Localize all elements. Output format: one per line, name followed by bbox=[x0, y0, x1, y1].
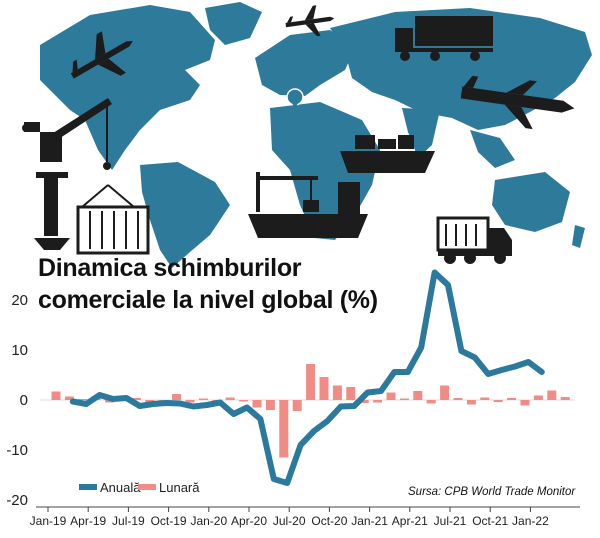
x-tick-label: Apr-19 bbox=[70, 514, 106, 528]
airplane-icon bbox=[285, 5, 335, 37]
x-tick-label: Jan-19 bbox=[30, 514, 67, 528]
monthly-bar bbox=[399, 398, 409, 400]
new-zealand-shape bbox=[572, 225, 585, 248]
map-pin-icon bbox=[286, 88, 304, 109]
monthly-bar bbox=[185, 400, 195, 403]
monthly-bar bbox=[306, 364, 316, 400]
x-tick-label: Apr-21 bbox=[392, 514, 428, 528]
legend-label-monthly: Lunară bbox=[159, 480, 200, 495]
legend-label-annual: Anuală bbox=[100, 480, 141, 495]
monthly-bar bbox=[319, 377, 329, 400]
x-tick-label: Jul-21 bbox=[434, 514, 467, 528]
y-tick-label: -10 bbox=[6, 442, 28, 459]
south-america-shape bbox=[140, 162, 230, 268]
monthly-bar bbox=[279, 400, 289, 458]
container-truck-icon bbox=[395, 16, 493, 61]
y-axis: 20 10 0 -10 -20 bbox=[6, 292, 28, 509]
x-tick-label: Jan-22 bbox=[512, 514, 549, 528]
y-tick-label: -20 bbox=[6, 492, 28, 509]
annual-line bbox=[69, 269, 545, 486]
monthly-bar bbox=[64, 396, 74, 400]
monthly-bar bbox=[225, 397, 235, 400]
india-shape bbox=[402, 108, 440, 158]
x-axis: Jan-19 Apr-19 Jul-19 Oct-19 Jan-20 Apr-20 Jul-… bbox=[30, 506, 580, 528]
monthly-bar bbox=[413, 391, 423, 400]
monthly-bar bbox=[547, 390, 557, 400]
north-america-shape bbox=[40, 5, 215, 170]
world-map-illustration bbox=[40, 2, 592, 268]
monthly-bar bbox=[292, 400, 302, 411]
x-tick-label: Jul-19 bbox=[112, 514, 145, 528]
x-tick-label: Jan-21 bbox=[351, 514, 388, 528]
monthly-bar bbox=[386, 392, 396, 400]
monthly-bar bbox=[453, 398, 463, 400]
greenland-shape bbox=[205, 2, 262, 45]
legend-swatch-monthly bbox=[138, 484, 156, 490]
monthly-bar bbox=[560, 397, 570, 400]
monthly-bar bbox=[172, 394, 182, 400]
airplane-icon bbox=[70, 31, 133, 79]
y-tick-label: 0 bbox=[20, 392, 28, 409]
x-tick-label: Oct-21 bbox=[472, 514, 508, 528]
monthly-bar bbox=[520, 400, 530, 406]
port-crane-icon bbox=[22, 98, 112, 250]
y-tick-label: 10 bbox=[11, 342, 28, 359]
delivery-truck-icon bbox=[436, 216, 512, 264]
monthly-bar bbox=[51, 391, 61, 400]
monthly-bar bbox=[239, 400, 249, 402]
monthly-bar bbox=[131, 398, 141, 400]
legend-swatch-annual bbox=[79, 484, 97, 490]
legend: Anuală Lunară bbox=[79, 480, 200, 495]
monthly-bar bbox=[332, 385, 342, 400]
monthly-bar bbox=[507, 398, 517, 400]
monthly-bar bbox=[198, 398, 208, 400]
monthly-bar bbox=[440, 385, 450, 400]
australia-shape bbox=[492, 172, 570, 232]
monthly-bar bbox=[493, 400, 503, 402]
monthly-bar bbox=[252, 400, 262, 408]
x-tick-label: Oct-19 bbox=[151, 514, 187, 528]
monthly-bar bbox=[426, 400, 436, 404]
europe-shape bbox=[255, 30, 355, 96]
x-tick-label: Oct-20 bbox=[311, 514, 347, 528]
x-tick-label: Apr-20 bbox=[231, 514, 267, 528]
crane-ship-icon bbox=[248, 172, 368, 238]
cargo-ship-icon bbox=[340, 135, 435, 173]
monthly-bar bbox=[105, 400, 115, 403]
monthly-bar bbox=[480, 397, 490, 400]
monthly-bar bbox=[466, 400, 476, 405]
monthly-bar bbox=[78, 399, 88, 400]
x-tick-label: Jan-20 bbox=[190, 514, 227, 528]
monthly-bar bbox=[533, 395, 543, 400]
monthly-bar bbox=[373, 400, 383, 403]
monthly-bars bbox=[51, 364, 570, 458]
chart-title-line-1: Dinamica schimburilor bbox=[38, 254, 302, 282]
monthly-bar bbox=[265, 400, 275, 410]
airplane-icon bbox=[460, 75, 575, 130]
monthly-bar bbox=[346, 387, 356, 400]
x-tick-label: Jul-20 bbox=[273, 514, 306, 528]
southeast-asia-shape bbox=[470, 130, 515, 168]
source-note: Sursa: CPB World Trade Monitor bbox=[408, 486, 576, 498]
monthly-bar bbox=[359, 400, 369, 403]
y-tick-label: 20 bbox=[11, 292, 28, 309]
chart-title-line-2: comerciale la nivel global (%) bbox=[38, 286, 378, 314]
shipping-container-icon bbox=[76, 184, 150, 255]
